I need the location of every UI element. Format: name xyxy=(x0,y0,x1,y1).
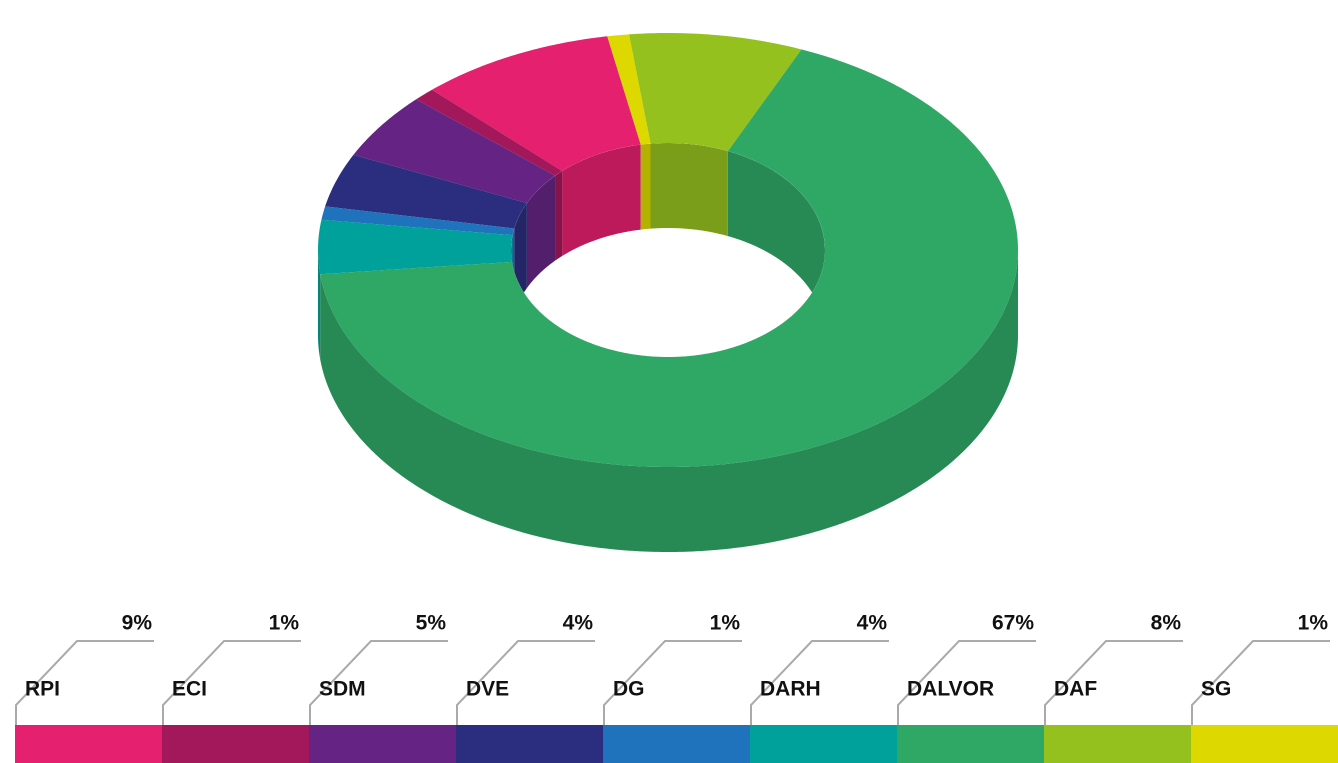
legend-swatch xyxy=(897,725,1045,763)
legend-label: ECI xyxy=(172,678,207,701)
value-label: 1% xyxy=(269,612,300,635)
inner-walls xyxy=(511,143,825,335)
value-label: 9% xyxy=(122,612,153,635)
slice-side xyxy=(320,250,1018,552)
value-label: 8% xyxy=(1151,612,1182,635)
leader-line xyxy=(1044,640,1183,725)
slice xyxy=(628,33,802,152)
value-label: 5% xyxy=(416,612,447,635)
legend-label: DG xyxy=(613,678,645,701)
slice xyxy=(321,206,515,236)
slice xyxy=(607,34,651,145)
legend-swatch xyxy=(1044,725,1192,763)
slice xyxy=(320,49,1018,468)
legend: RPI 9% ECI 1% SDM 5% DVE 4% DG 1% DARH 4% DALVOR 67% D… xyxy=(15,612,1338,763)
legend-swatch xyxy=(750,725,898,763)
leader-line xyxy=(456,640,595,725)
legend-swatch xyxy=(15,725,163,763)
legend-swatch xyxy=(603,725,751,763)
slice xyxy=(431,36,641,171)
slice-inner-side xyxy=(727,151,825,335)
slice-side xyxy=(318,250,321,360)
slice xyxy=(325,154,527,229)
legend-label: DALVOR xyxy=(907,678,994,701)
legend-label: SG xyxy=(1201,678,1231,701)
value-label: 1% xyxy=(710,612,741,635)
slice xyxy=(318,219,513,275)
legend-swatch xyxy=(456,725,604,763)
value-label: 67% xyxy=(992,612,1034,635)
legend-label: DAF xyxy=(1054,678,1097,701)
leader-line xyxy=(15,640,154,725)
leader-line xyxy=(1191,640,1330,725)
slice-inner-side xyxy=(555,170,563,261)
leader-line xyxy=(750,640,889,725)
leader-line xyxy=(603,640,742,725)
slice xyxy=(416,89,563,176)
legend-label: SDM xyxy=(319,678,366,701)
value-label: 1% xyxy=(1298,612,1329,635)
slice-inner-side xyxy=(526,175,556,289)
value-label: 4% xyxy=(563,612,594,635)
slice-inner-side xyxy=(640,143,651,230)
legend-swatch xyxy=(1191,725,1338,763)
leader-line xyxy=(897,640,1036,725)
outer-walls xyxy=(318,250,1018,552)
slice-inner-side xyxy=(562,144,641,256)
value-label: 4% xyxy=(857,612,888,635)
slices xyxy=(318,33,1018,468)
leader-line xyxy=(309,640,448,725)
legend-label: DARH xyxy=(760,678,821,701)
legend-label: DVE xyxy=(466,678,509,701)
legend-label: RPI xyxy=(25,678,60,701)
legend-swatch xyxy=(309,725,457,763)
legend-swatch xyxy=(162,725,310,763)
slice xyxy=(353,99,556,204)
leader-line xyxy=(162,640,301,725)
slice-inner-side xyxy=(650,143,728,237)
